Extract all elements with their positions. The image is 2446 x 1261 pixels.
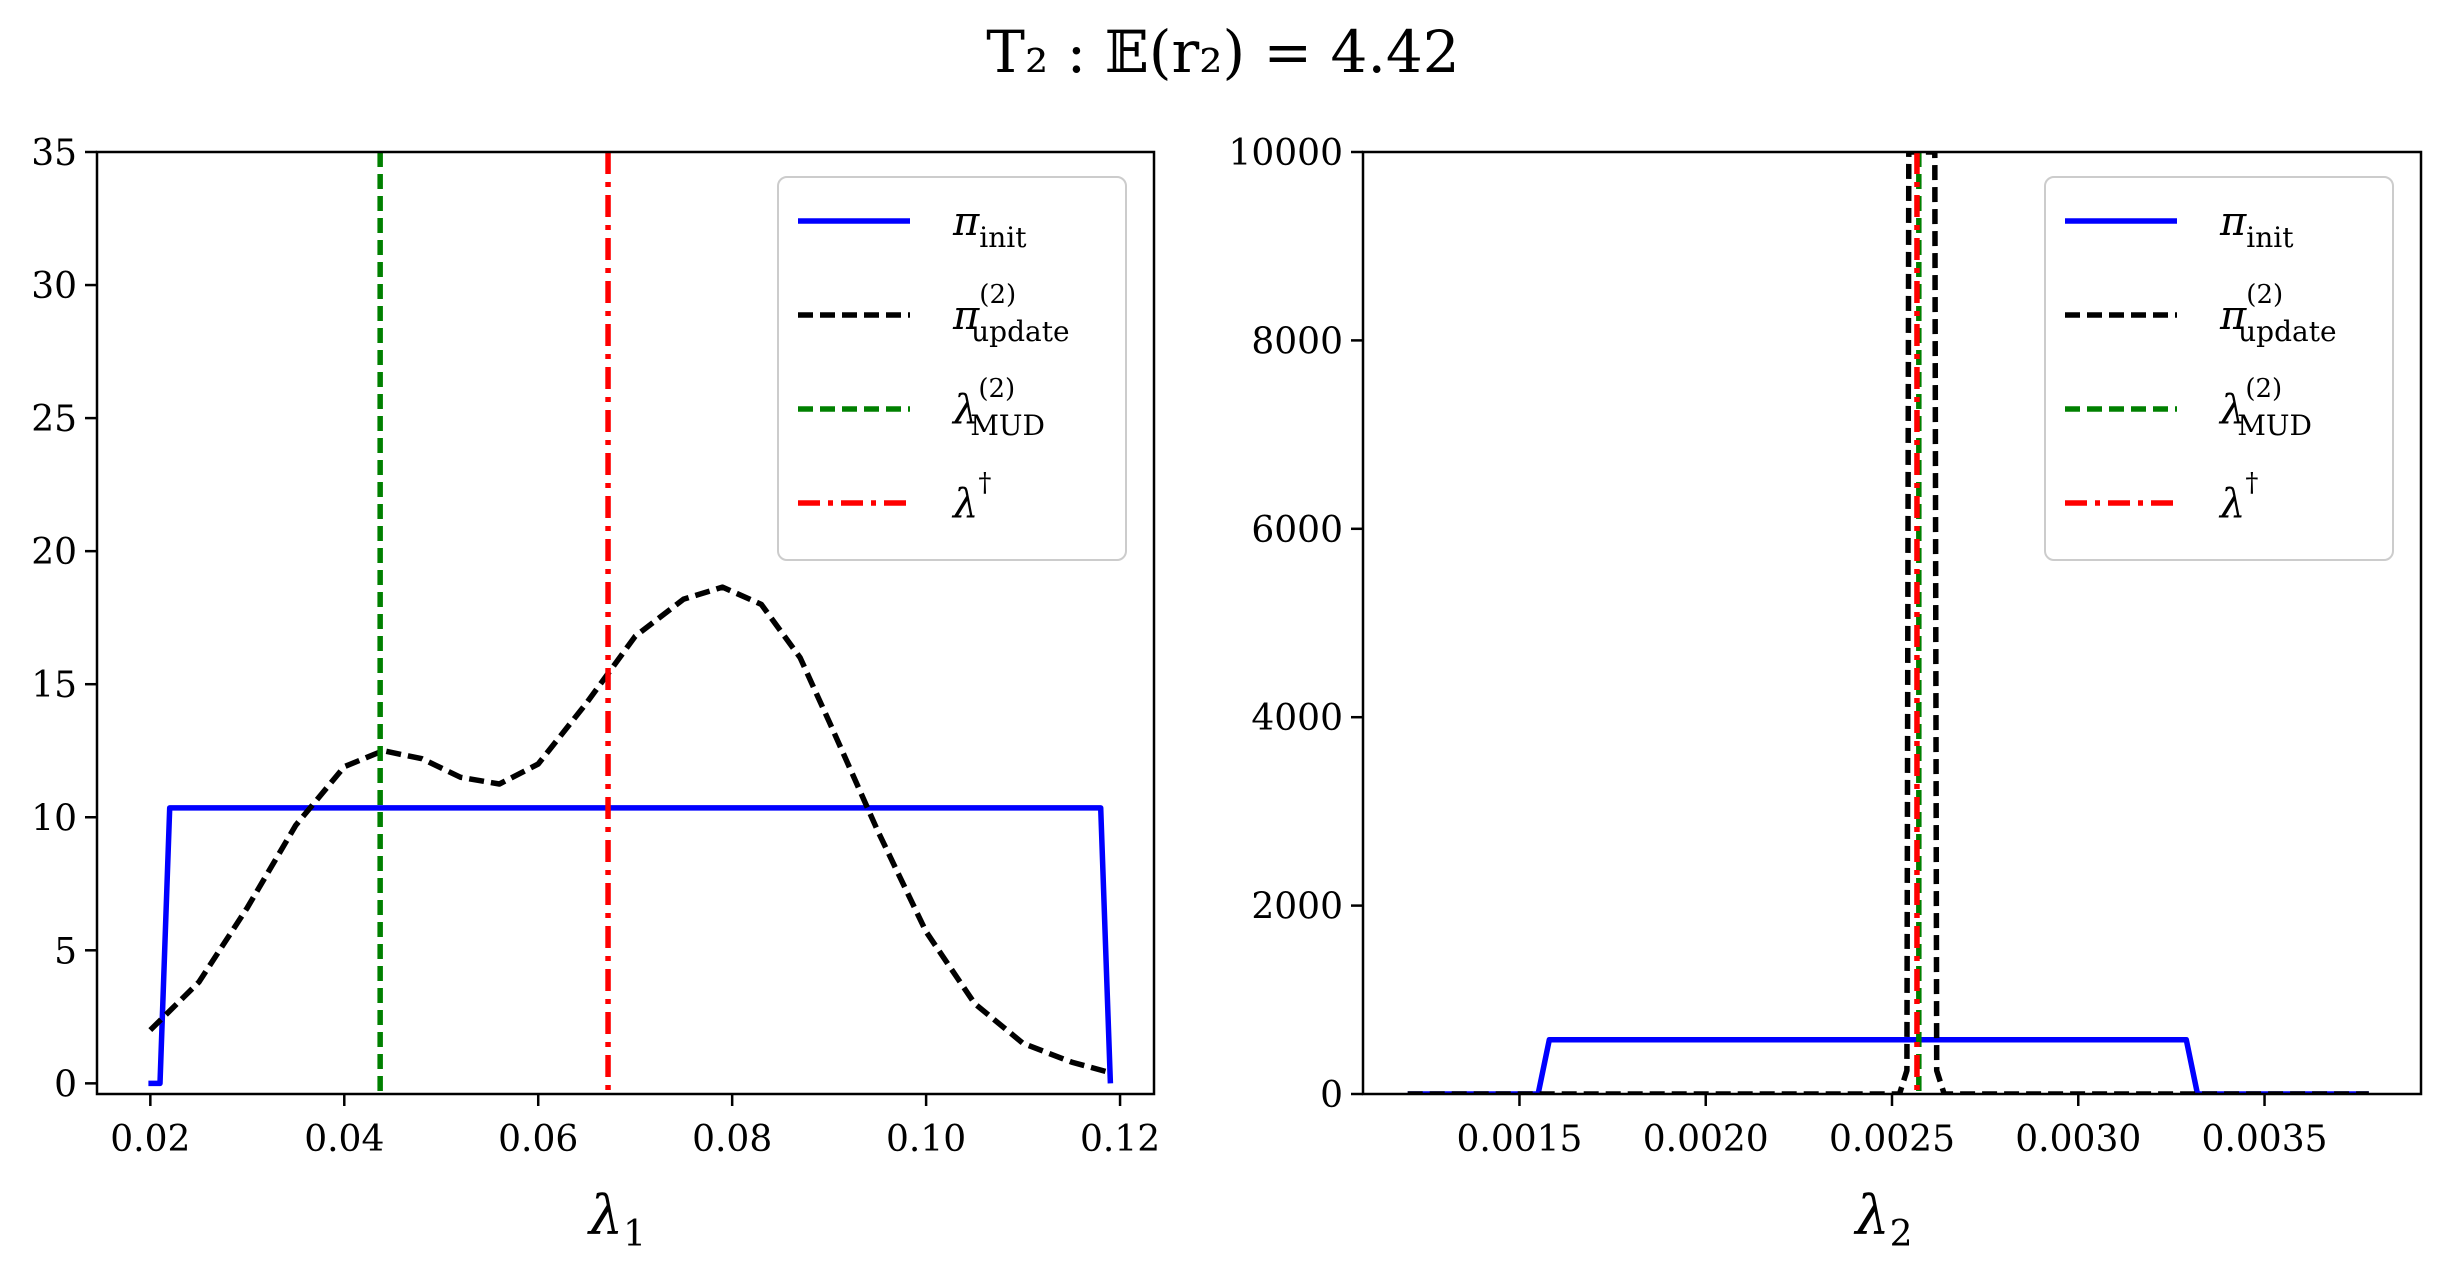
plot-area [148, 152, 1114, 1094]
legend-label-base: π [2219, 199, 2247, 245]
series-1-line [148, 805, 1114, 1087]
legend-label-sub: init [979, 221, 1027, 254]
series-2-line [1407, 152, 2369, 1094]
right-subplot: 0.0015 0.0020 0.0025 0.0030 0.0035 0 2000 4000 6… [1228, 133, 2423, 1255]
plot-area [1407, 152, 2369, 1094]
y-tick-label: 10000 [1228, 133, 1343, 174]
y-tick-label: 20 [31, 532, 77, 573]
x-tick-label: 0.08 [692, 1119, 772, 1160]
x-tick-label: 0.10 [886, 1119, 966, 1160]
legend-label-sub: init [2246, 221, 2294, 254]
series-2-line [148, 584, 1112, 1076]
y-tick-label: 8000 [1251, 321, 1343, 362]
legend-label-sub: update [2238, 315, 2336, 348]
figure-title: T₂ : 𝔼(r₂) = 4.42 [986, 18, 1459, 86]
y-tick-label: 30 [31, 266, 77, 307]
legend-label: λ(2) MUD [2218, 374, 2312, 442]
x-axis-label-sub: 2 [1890, 1214, 1913, 1255]
legend-label: λ† [951, 468, 991, 527]
legend-label-sup: (2) [2246, 280, 2283, 310]
x-tick-label: 0.06 [498, 1119, 578, 1160]
x-tick-label: 0.0015 [1456, 1119, 1582, 1160]
x-axis-label: λ1 [587, 1184, 646, 1255]
y-tick-label: 0 [54, 1064, 77, 1105]
y-tick-label: 5 [54, 931, 77, 972]
y-tick-label: 4000 [1251, 698, 1343, 739]
legend-label-sup: (2) [2245, 374, 2282, 404]
legend-label-base: π [2219, 293, 2247, 339]
axes-frame [95, 150, 1156, 1096]
y-tick-label: 6000 [1251, 510, 1343, 551]
x-tick-label: 0.12 [1080, 1119, 1160, 1160]
legend-label: π(2) update [952, 280, 1070, 348]
legend-label: πinit [952, 199, 1027, 254]
legend-label-base: π [952, 199, 980, 245]
legend-label-sup: † [2245, 468, 2258, 498]
legend-label-base: λ [951, 387, 978, 433]
legend-label: π(2) update [2219, 280, 2337, 348]
legend-label-sup: † [978, 468, 991, 498]
legend-label-base: λ [2218, 481, 2245, 527]
y-tick-label: 25 [31, 399, 77, 440]
legend-box [2044, 176, 2394, 561]
y-tick-label: 15 [31, 665, 77, 706]
x-tick-label: 0.02 [110, 1119, 190, 1160]
legend-label-sub: MUD [970, 409, 1045, 442]
x-axis-label-sub: 1 [623, 1214, 646, 1255]
legend-label-sub: update [971, 315, 1069, 348]
y-tick-label: 35 [31, 133, 77, 174]
x-tick-label: 0.0025 [1829, 1119, 1955, 1160]
y-tick-label: 0 [1320, 1075, 1343, 1116]
legend-label-base: λ [951, 481, 978, 527]
legend-label: πinit [2219, 199, 2294, 254]
legend-label: λ† [2218, 468, 2258, 527]
x-tick-label: 0.0035 [2202, 1119, 2328, 1160]
y-tick-label: 2000 [1251, 887, 1343, 928]
legend-label-sup: (2) [979, 280, 1016, 310]
left-subplot: 0.02 0.04 0.06 0.08 0.10 0.1205101520253035λ1… [31, 133, 1160, 1255]
x-tick-label: 0.0030 [2015, 1119, 2141, 1160]
legend-label-base: λ [2218, 387, 2245, 433]
legend-label-base: π [952, 293, 980, 339]
x-tick-label: 0.0020 [1643, 1119, 1769, 1160]
y-tick-label: 10 [31, 798, 77, 839]
legend-label-sub: MUD [2237, 409, 2312, 442]
x-axis-label: λ2 [1853, 1184, 1912, 1255]
legend-label-sup: (2) [978, 374, 1015, 404]
x-tick-label: 0.04 [304, 1119, 384, 1160]
legend-label: λ(2) MUD [951, 374, 1045, 442]
legend-box [777, 176, 1127, 561]
series-1-line [1407, 1037, 2369, 1094]
